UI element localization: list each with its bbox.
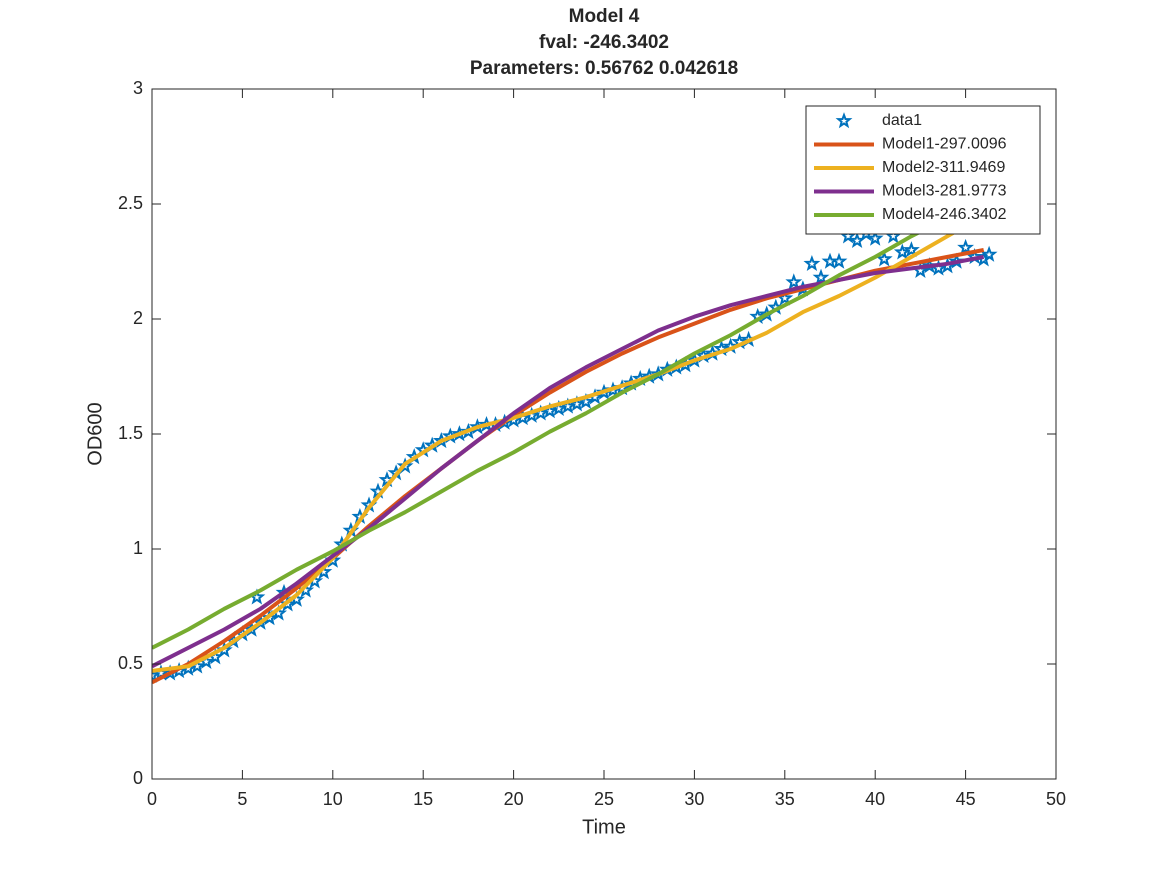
y-axis-label: OD600 bbox=[84, 402, 106, 465]
model-line bbox=[152, 254, 985, 669]
x-tick-label: 10 bbox=[323, 789, 343, 809]
y-tick-label: 0 bbox=[133, 768, 143, 788]
y-tick-label: 1 bbox=[133, 538, 143, 558]
data-point bbox=[902, 241, 920, 258]
legend-label: Model4-246.3402 bbox=[882, 206, 1007, 223]
x-tick-label: 20 bbox=[504, 789, 524, 809]
data-point bbox=[980, 245, 998, 262]
x-tick-label: 0 bbox=[147, 789, 157, 809]
x-tick-label: 50 bbox=[1046, 789, 1066, 809]
chart-title: fval: -246.3402 bbox=[539, 32, 669, 53]
legend-label: data1 bbox=[882, 112, 922, 129]
x-tick-label: 30 bbox=[684, 789, 704, 809]
chart-title: Parameters: 0.56762 0.042618 bbox=[470, 58, 738, 79]
data-point bbox=[893, 243, 911, 260]
legend: data1 Model1-297.0096 Model2-311.9469 Model… bbox=[805, 105, 1041, 235]
data-point bbox=[848, 231, 866, 249]
data-point bbox=[785, 273, 803, 290]
x-tick-label: 5 bbox=[237, 789, 247, 809]
x-axis-label: Time bbox=[582, 816, 626, 838]
data-point bbox=[875, 250, 893, 267]
data-point bbox=[803, 254, 821, 272]
model-line bbox=[152, 195, 985, 650]
x-tick-label: 45 bbox=[956, 789, 976, 809]
x-tick-label: 25 bbox=[594, 789, 614, 809]
data-point bbox=[866, 229, 884, 246]
y-tick-label: 3 bbox=[133, 78, 143, 98]
data-point bbox=[261, 609, 278, 626]
legend-label: Model2-311.9469 bbox=[882, 159, 1005, 176]
legend-label: Model1-297.0096 bbox=[882, 136, 1007, 153]
data-point bbox=[957, 238, 975, 255]
y-tick-label: 0.5 bbox=[118, 653, 143, 673]
data-point bbox=[830, 252, 848, 269]
y-tick-label: 1.5 bbox=[118, 423, 143, 443]
data-point bbox=[812, 268, 830, 285]
x-tick-label: 15 bbox=[413, 789, 433, 809]
y-tick-label: 2 bbox=[133, 308, 143, 328]
plot-area bbox=[152, 195, 998, 685]
x-tick-label: 40 bbox=[865, 789, 885, 809]
chart-title: Model 4 bbox=[569, 6, 640, 27]
legend-label: Model3-281.9773 bbox=[882, 183, 1007, 200]
y-tick-label: 2.5 bbox=[118, 193, 143, 213]
data-point bbox=[396, 457, 414, 474]
legend-marker bbox=[835, 112, 853, 129]
model-line bbox=[152, 213, 985, 673]
data-point bbox=[279, 595, 297, 612]
data-point bbox=[152, 666, 161, 683]
x-tick-label: 35 bbox=[775, 789, 795, 809]
